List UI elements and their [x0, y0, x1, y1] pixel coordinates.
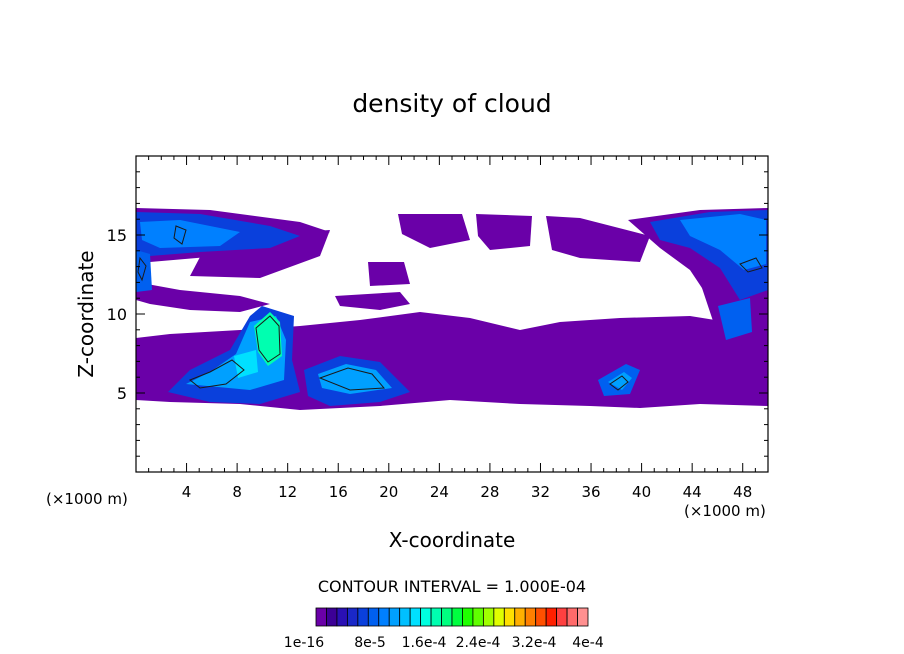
chart-title: density of cloud	[352, 89, 551, 118]
contour-line	[255, 315, 281, 363]
colorbar-swatch	[472, 607, 484, 627]
x-tick-label: 12	[278, 483, 297, 501]
x-tick-label: 24	[430, 483, 449, 501]
x-tick-label: 20	[379, 483, 398, 501]
y-tick-label: 5	[117, 384, 127, 403]
colorbar-swatch	[367, 607, 380, 627]
x-axis-label: X-coordinate	[389, 528, 516, 552]
cloud-region-upper-left-core	[140, 220, 240, 248]
contour-line	[137, 256, 147, 282]
colorbar-swatch	[336, 607, 348, 627]
colorbar-swatch	[577, 607, 589, 627]
y-axis-label: Z-coordinate	[74, 250, 98, 377]
cloud-region-center-blob	[335, 292, 410, 310]
cloud-region-upper-right-core	[680, 214, 766, 270]
x-tick-label: 48	[733, 483, 752, 501]
colorbar-swatch	[346, 607, 359, 627]
contour-line	[739, 257, 763, 273]
x-axis: 4 8 12 16 20 24 28 32 36 40 44 48	[148, 156, 756, 501]
contour-line	[609, 375, 629, 391]
cloud-region-upper-center-3	[546, 216, 650, 262]
colorbar-swatch	[514, 607, 526, 627]
colorbar-swatch	[482, 607, 495, 627]
x-tick-label: 16	[329, 483, 348, 501]
colorbar-swatch	[566, 607, 578, 627]
colorbar-swatch	[430, 607, 442, 627]
colorbar-swatch	[409, 607, 422, 627]
colorbar-label: 3.2e-4	[512, 635, 557, 651]
cloud-region-upper-center-2	[476, 214, 532, 250]
cloud-region-center-blob-2	[368, 262, 410, 286]
colorbar-label: 1e-16	[284, 635, 324, 651]
cloud-region-right-core	[608, 372, 632, 390]
colorbar-swatch	[420, 607, 432, 627]
colorbar-label: 2.4e-4	[456, 635, 501, 651]
colorbar-swatch	[535, 607, 547, 627]
colorbar-swatch	[462, 607, 474, 627]
colorbar-swatch	[357, 607, 369, 627]
colorbar-labels: 1e-16 8e-5 1.6e-4 2.4e-4 3.2e-4 4e-4	[284, 635, 604, 651]
colorbar-swatch	[399, 607, 411, 627]
contour-line	[318, 367, 386, 391]
colorbar	[315, 607, 589, 627]
colorbar-swatch	[493, 607, 505, 627]
y-tick-label: 10	[107, 305, 127, 324]
colorbar-label: 1.6e-4	[402, 635, 447, 651]
plot-frame	[135, 155, 769, 473]
x-tick-label: 4	[182, 483, 192, 501]
x-unit-label-left: (×1000 m)	[46, 490, 128, 508]
y-tick-label: 15	[107, 226, 127, 245]
cloud-region-upper-center-1	[398, 214, 470, 248]
colorbar-swatch	[378, 607, 390, 627]
colorbar-swatch	[441, 607, 453, 627]
x-tick-label: 44	[683, 483, 702, 501]
x-tick-label: 36	[581, 483, 600, 501]
colorbar-swatch	[326, 607, 338, 627]
cloud-region-right-mid-dense	[718, 298, 752, 340]
x-unit-label-right: (×1000 m)	[684, 502, 766, 520]
colorbar-label: 8e-5	[354, 635, 385, 651]
y-axis: 5 10 15	[107, 171, 768, 457]
colorbar-swatch	[545, 607, 558, 627]
x-tick-label: 40	[632, 483, 651, 501]
cloud-region-left-mid	[136, 282, 270, 312]
x-tick-label: 32	[531, 483, 550, 501]
contour-line	[173, 225, 187, 245]
colorbar-swatch	[388, 607, 401, 627]
cloud-region-middle-core	[318, 364, 392, 394]
x-tick-label: 28	[480, 483, 499, 501]
cloud-density-field	[136, 208, 768, 410]
colorbar-swatch	[451, 607, 463, 627]
colorbar-label: 4e-4	[572, 635, 604, 651]
contour-interval-label: CONTOUR INTERVAL = 1.000E-04	[318, 577, 586, 596]
colorbar-swatch	[315, 607, 327, 627]
colorbar-swatch	[524, 607, 537, 627]
colorbar-swatch	[503, 607, 516, 627]
cloud-region-convective-shoulder	[234, 350, 258, 378]
contour-line	[189, 359, 245, 389]
colorbar-swatch	[556, 607, 568, 627]
x-tick-label: 8	[232, 483, 242, 501]
